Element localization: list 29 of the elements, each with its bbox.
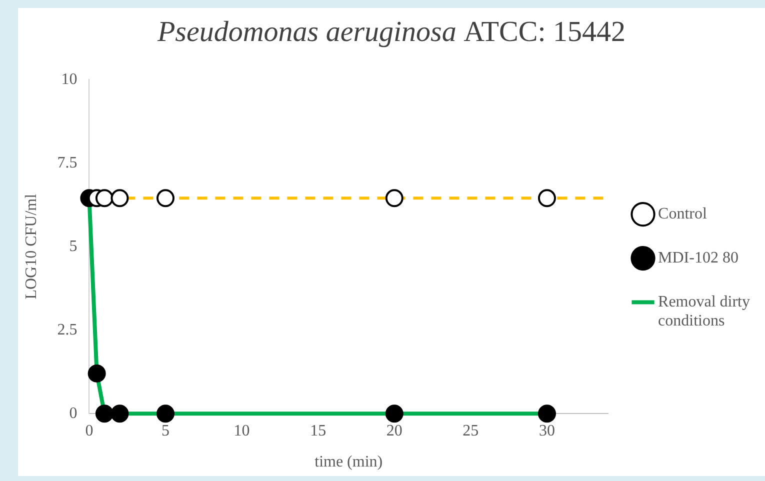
- point: [110, 404, 129, 423]
- x-tick-label: 0: [85, 422, 94, 440]
- point: [110, 189, 129, 208]
- legend-label: Removal dirty conditions: [658, 294, 750, 330]
- point: [95, 189, 114, 208]
- y-tick-label: 10: [61, 70, 78, 88]
- y-axis-title: LOG10 CFU/ml: [22, 193, 40, 300]
- y-tick-label: 2.5: [57, 321, 78, 338]
- chart-title: Pseudomonas aeruginosa ATCC: 15442: [157, 16, 626, 48]
- y-tick-label: 0: [69, 404, 78, 422]
- legend-label: MDI-102 80: [658, 250, 738, 267]
- point: [156, 189, 174, 208]
- point: [156, 404, 174, 423]
- x-tick-label: 20: [386, 422, 402, 440]
- point: [385, 189, 404, 208]
- x-axis-title: time (min): [314, 454, 383, 471]
- point: [88, 364, 106, 383]
- x-tick-label: 15: [310, 422, 326, 440]
- x-tick-label: 5: [161, 422, 170, 440]
- x-tick-label: 25: [462, 422, 479, 440]
- y-tick-label: 7.5: [57, 154, 78, 172]
- y-tick-label: 5: [69, 238, 78, 255]
- point: [95, 404, 114, 423]
- point: [538, 404, 556, 423]
- point: [538, 189, 556, 208]
- legend-label: Control: [658, 206, 708, 223]
- x-tick-label: 30: [538, 422, 555, 440]
- point: [385, 404, 404, 423]
- x-tick-label: 10: [234, 422, 250, 440]
